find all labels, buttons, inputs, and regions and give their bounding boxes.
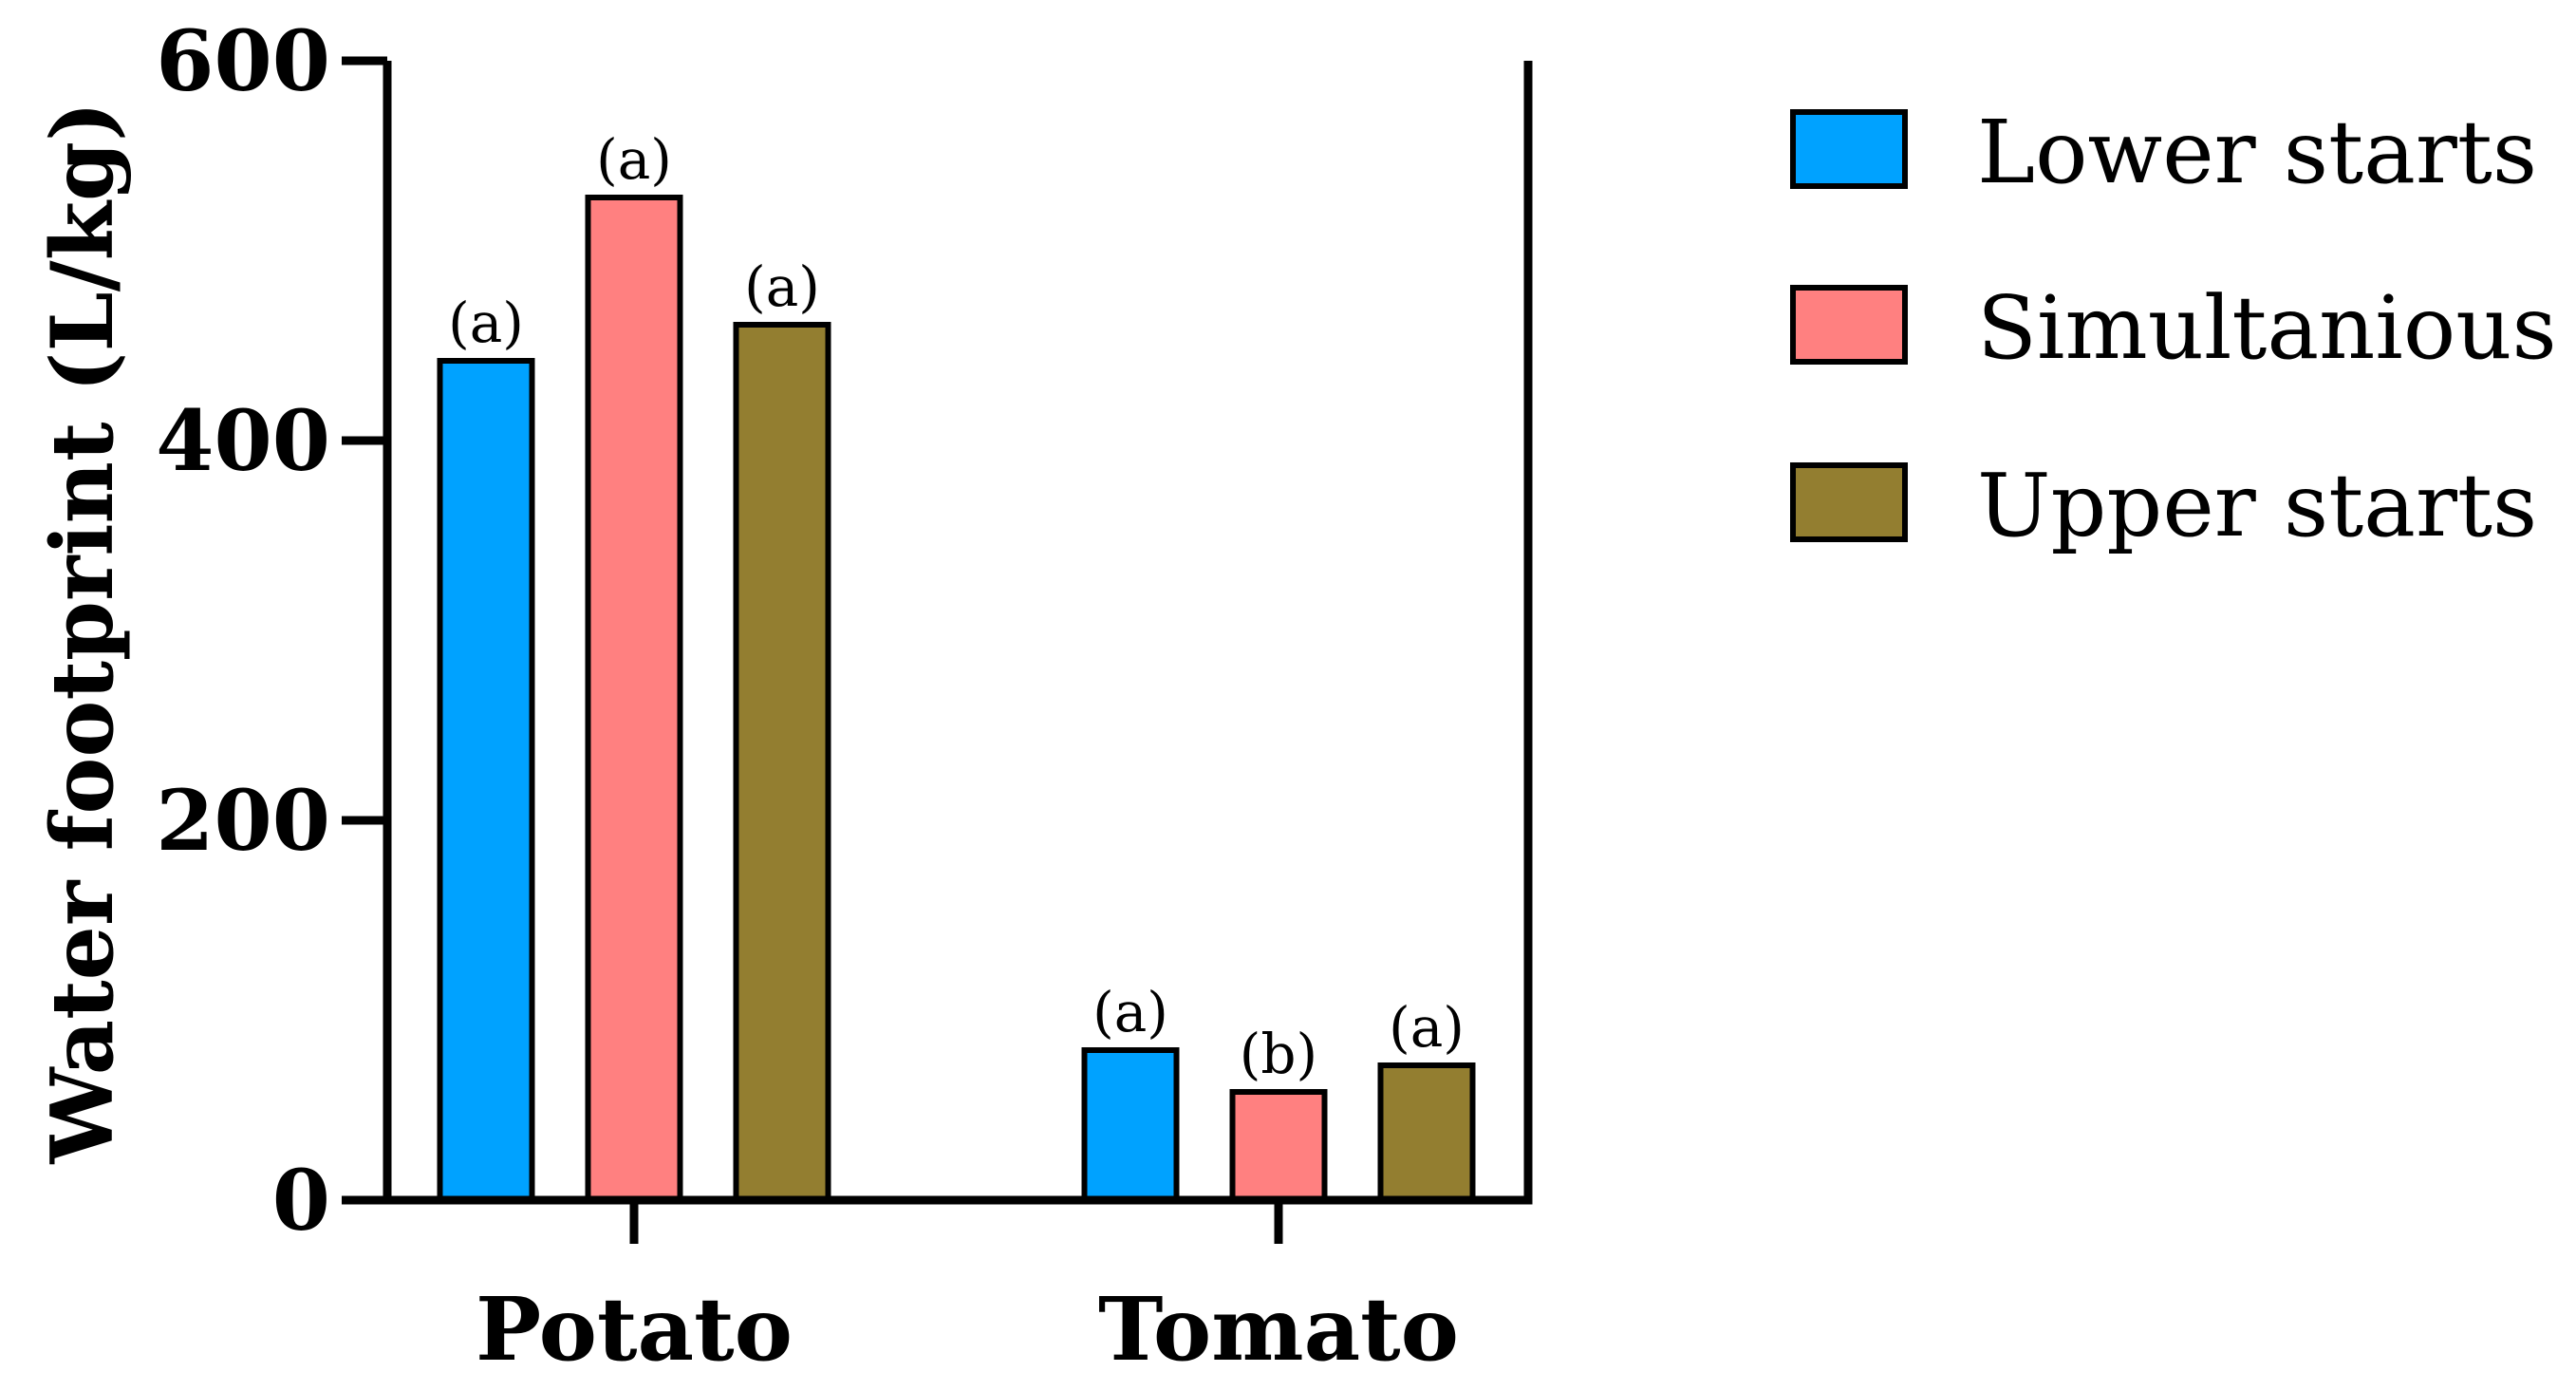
- significance-label: (b): [1240, 1022, 1317, 1086]
- bars-layer: (a) (a) (a) (a) (b) (a): [437, 127, 1476, 1203]
- significance-label: (a): [448, 291, 524, 355]
- plot-frame: [383, 61, 1533, 1205]
- bar-tomato-simultanious: [1229, 1089, 1328, 1203]
- x-tick-label: Potato: [476, 1278, 793, 1381]
- x-axis-ticks: Potato Tomato: [476, 1200, 1459, 1381]
- significance-label: (a): [596, 127, 672, 192]
- significance-label: (a): [744, 254, 820, 319]
- y-tick-label: 400: [156, 391, 330, 490]
- bar-tomato-upper-starts: [1377, 1062, 1476, 1203]
- legend-item: Simultanious: [1790, 277, 2557, 379]
- significance-label: (a): [1092, 980, 1168, 1044]
- y-axis-label: Water footprint (L/kg): [32, 102, 133, 1165]
- y-tick-label: 600: [156, 11, 330, 110]
- y-tick-label: 200: [156, 771, 330, 870]
- legend-label: Simultanious: [1977, 277, 2557, 379]
- legend-label: Upper starts: [1977, 455, 2537, 556]
- y-axis-ticks: 0 200 400 600: [156, 11, 387, 1250]
- axes-layer: [383, 61, 1533, 1205]
- bar-tomato-lower-starts: [1081, 1047, 1180, 1203]
- legend: Lower starts Simultanious Upper starts: [1790, 102, 2557, 556]
- legend-swatch: [1790, 109, 1908, 189]
- legend-item: Lower starts: [1790, 102, 2537, 203]
- bar-potato-lower-starts: [437, 358, 535, 1203]
- significance-label: (a): [1389, 995, 1465, 1060]
- legend-item: Upper starts: [1790, 455, 2537, 556]
- legend-swatch: [1790, 462, 1908, 542]
- bar-potato-upper-starts: [733, 322, 831, 1203]
- x-tick-label: Tomato: [1098, 1278, 1459, 1381]
- bar-potato-simultanious: [585, 195, 683, 1203]
- legend-label: Lower starts: [1977, 102, 2537, 203]
- y-tick-label: 0: [272, 1151, 330, 1250]
- legend-swatch: [1790, 285, 1908, 365]
